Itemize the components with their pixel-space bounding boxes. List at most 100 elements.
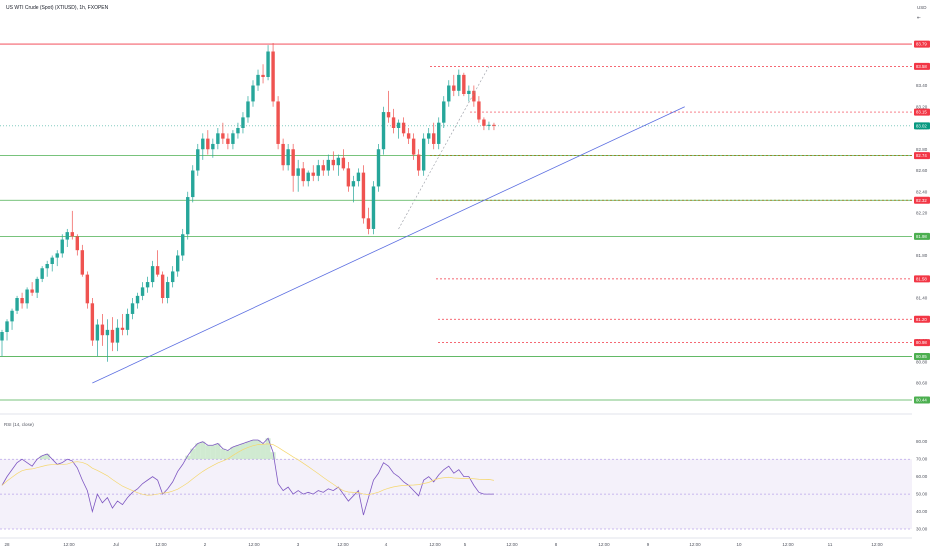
candle-down [291, 149, 295, 176]
candle-down [221, 133, 225, 139]
candle-up [10, 310, 14, 322]
candle-up [256, 74, 260, 86]
candle-down [20, 298, 24, 304]
price-tick-label: 82.40 [916, 189, 928, 194]
candle-down [411, 138, 416, 155]
time-tick-label: 10 [736, 542, 742, 547]
candle-up [176, 255, 180, 272]
time-tick-label: Jul [113, 542, 119, 547]
ruler-icon[interactable]: ⇤ [917, 15, 921, 20]
candle-up [45, 264, 49, 269]
candle-up [186, 197, 190, 235]
candle-down [462, 74, 466, 94]
price-badge [914, 196, 930, 204]
price-tick-label: 81.40 [916, 296, 928, 301]
candle-up [125, 313, 130, 330]
price-badge [914, 396, 930, 404]
candle-up [145, 282, 150, 288]
rsi-tick-label: 80.00 [916, 439, 928, 444]
candle-down [160, 274, 165, 298]
candle-down [100, 324, 105, 336]
price-badge-label: 83.15 [916, 110, 927, 115]
candle-down [85, 274, 90, 304]
time-tick-label: 2 [204, 542, 207, 547]
price-badge [914, 339, 930, 347]
price-tick-label: 82.20 [916, 211, 928, 216]
candle-up [40, 268, 44, 279]
candle-down [155, 266, 160, 275]
price-badge [914, 352, 930, 360]
rsi-tick-label: 40.00 [916, 509, 928, 514]
candle-up [442, 101, 446, 123]
candle-up [135, 295, 140, 304]
candle-down [311, 172, 315, 176]
candle-up [165, 282, 170, 298]
candle-down [110, 329, 115, 343]
candle-up [95, 324, 100, 341]
candle-up [316, 165, 320, 176]
candle-down [75, 236, 79, 251]
rsi-line [1, 437, 494, 516]
candle-up [105, 329, 110, 336]
price-badge [914, 275, 930, 283]
candle-down [261, 74, 265, 77]
candle-up [266, 51, 270, 77]
price-badge [914, 315, 930, 323]
candle-up [487, 124, 491, 126]
candle-up [376, 149, 381, 187]
rsi-tick-label: 70.00 [916, 457, 928, 462]
candle-down [70, 232, 74, 237]
price-badge-label: 83.79 [916, 42, 927, 47]
candle-up [351, 181, 356, 187]
time-tick-label: 12:00 [782, 542, 794, 547]
rsi-tick-label: 60.00 [916, 474, 928, 479]
time-tick-label: 12:00 [598, 542, 610, 547]
candle-down [361, 172, 366, 219]
price-badge-label: 80.85 [916, 354, 927, 359]
price-badge [914, 232, 930, 240]
candle-up [236, 128, 240, 134]
candle-up [356, 172, 361, 182]
candle-up [427, 133, 431, 139]
candle-up [15, 298, 19, 311]
candle-down [391, 117, 396, 128]
candle-down [301, 168, 305, 182]
candle-up [306, 172, 310, 182]
candle-down [120, 327, 125, 330]
candle-up [371, 186, 376, 229]
candle-down [401, 122, 406, 134]
candle-up [286, 149, 290, 166]
price-badge-label: 82.32 [916, 198, 927, 203]
time-tick-label: 5 [464, 542, 467, 547]
price-badge [914, 40, 930, 48]
time-tick-label: 12:00 [506, 542, 518, 547]
time-tick-label: 9 [647, 542, 650, 547]
candle-down [472, 90, 476, 102]
price-badge [914, 62, 930, 70]
candle-up [241, 117, 245, 128]
price-badge [914, 122, 930, 130]
candle-up [5, 321, 9, 332]
time-tick-label: 12:00 [689, 542, 701, 547]
candle-down [452, 85, 456, 91]
candle-up [231, 133, 235, 144]
candle-up [396, 122, 401, 128]
candle-up [437, 122, 441, 144]
rsi-tick-label: 30.00 [916, 527, 928, 532]
candle-up [65, 232, 69, 240]
price-badge [914, 152, 930, 160]
trendline [92, 106, 685, 384]
candle-down [90, 303, 95, 341]
rsi-tick-label: 50.00 [916, 492, 928, 497]
candle-up [181, 234, 185, 256]
candle-down [386, 112, 391, 118]
price-badge-label: 81.58 [916, 276, 927, 281]
time-tick-label: 12:00 [63, 542, 75, 547]
price-badge-label: 81.98 [916, 234, 927, 239]
candle-up [25, 289, 29, 304]
candle-up [170, 271, 175, 283]
candle-up [130, 303, 135, 314]
price-badge-label: 80.98 [916, 340, 927, 345]
price-badge-label: 83.02 [916, 123, 927, 128]
